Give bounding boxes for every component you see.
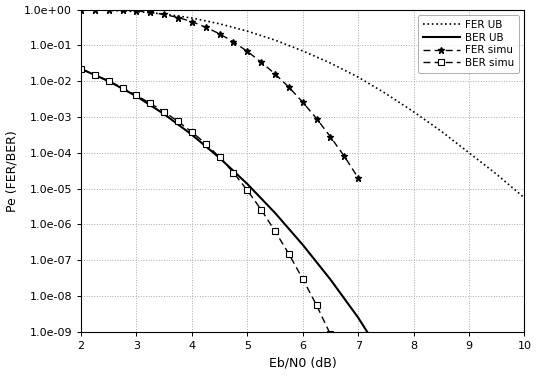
BER UB	[161, 112, 168, 116]
BER simu	[105, 79, 112, 83]
FER UB	[188, 16, 195, 20]
BER simu	[314, 303, 320, 307]
FER UB	[78, 7, 84, 12]
BER simu	[341, 363, 347, 367]
FER simu	[105, 8, 112, 12]
BER simu	[133, 93, 140, 98]
FER simu	[216, 32, 223, 36]
Y-axis label: Pe (FER/BER): Pe (FER/BER)	[5, 130, 19, 212]
BER simu	[272, 229, 278, 233]
FER UB	[300, 49, 306, 53]
BER UB	[355, 315, 361, 320]
Line: BER simu: BER simu	[78, 66, 347, 368]
FER UB	[327, 61, 333, 65]
X-axis label: Eb/N0 (dB): Eb/N0 (dB)	[269, 357, 337, 369]
Line: FER simu: FER simu	[77, 6, 361, 181]
BER UB	[188, 132, 195, 137]
FER simu	[92, 7, 98, 12]
FER UB	[272, 38, 278, 42]
BER UB	[327, 277, 333, 282]
FER simu	[244, 49, 251, 54]
FER simu	[78, 7, 84, 12]
FER simu	[202, 25, 209, 30]
BER simu	[119, 86, 126, 90]
BER simu	[188, 130, 195, 134]
BER simu	[202, 141, 209, 146]
FER UB	[521, 196, 528, 200]
BER UB	[105, 79, 112, 83]
BER simu	[216, 155, 223, 159]
FER simu	[272, 72, 278, 76]
FER simu	[286, 85, 292, 89]
BER simu	[161, 110, 168, 114]
BER simu	[175, 119, 181, 124]
BER UB	[133, 94, 140, 99]
FER simu	[147, 10, 154, 15]
BER simu	[300, 277, 306, 281]
BER UB	[78, 67, 84, 71]
BER UB	[300, 243, 306, 247]
FER UB	[466, 150, 472, 155]
FER UB	[438, 129, 445, 134]
FER UB	[105, 8, 112, 13]
FER simu	[188, 20, 195, 24]
Legend: FER UB, BER UB, FER simu, BER simu: FER UB, BER UB, FER simu, BER simu	[418, 15, 519, 73]
FER UB	[355, 75, 361, 80]
FER UB	[216, 21, 223, 26]
BER simu	[258, 207, 264, 212]
Line: BER UB: BER UB	[81, 69, 386, 362]
FER UB	[494, 172, 500, 177]
FER UB	[161, 12, 168, 16]
FER simu	[314, 116, 320, 121]
FER simu	[161, 12, 168, 17]
FER simu	[230, 40, 237, 44]
BER simu	[78, 67, 84, 71]
FER simu	[341, 154, 347, 159]
Line: FER UB: FER UB	[81, 9, 525, 198]
FER UB	[383, 92, 389, 96]
BER UB	[244, 182, 251, 186]
BER simu	[286, 252, 292, 256]
FER UB	[244, 29, 251, 33]
FER simu	[300, 100, 306, 104]
BER simu	[92, 73, 98, 77]
FER simu	[175, 15, 181, 20]
BER UB	[272, 211, 278, 215]
BER simu	[147, 101, 154, 106]
BER simu	[327, 332, 333, 337]
BER UB	[216, 156, 223, 160]
BER simu	[230, 170, 237, 175]
FER UB	[133, 9, 140, 14]
FER simu	[119, 8, 126, 12]
FER UB	[410, 110, 417, 114]
FER simu	[258, 60, 264, 64]
BER UB	[383, 359, 389, 364]
FER simu	[133, 9, 140, 13]
FER simu	[327, 135, 333, 139]
FER simu	[355, 176, 361, 180]
BER simu	[244, 188, 251, 192]
